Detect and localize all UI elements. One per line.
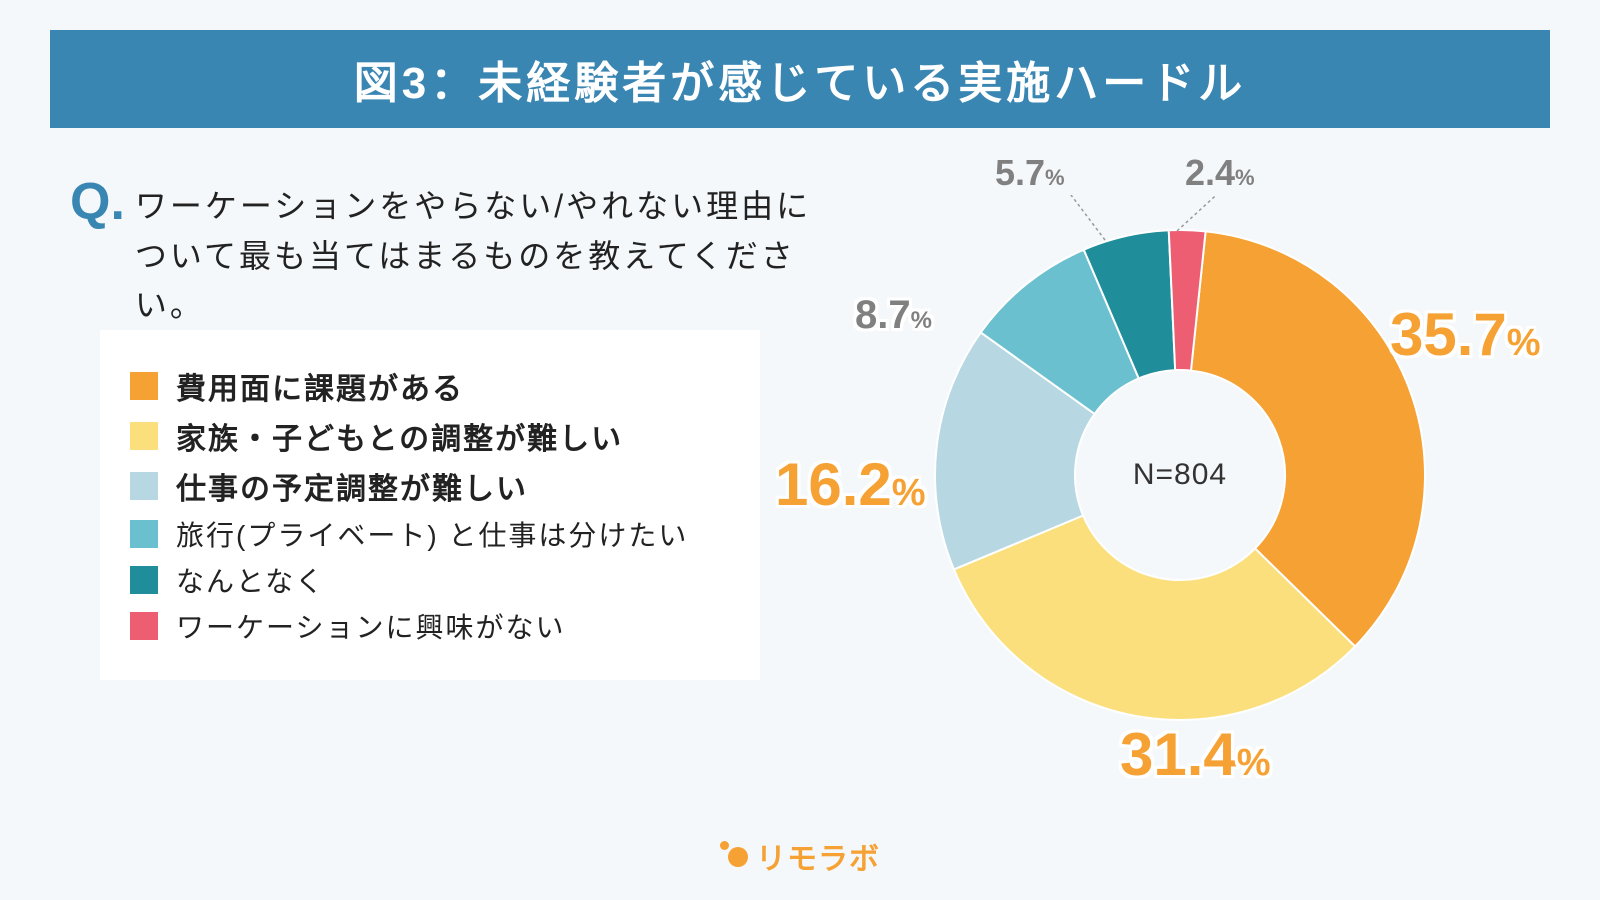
- legend-label: 家族・子どもとの調整が難しい: [176, 414, 623, 458]
- logo-icon: [720, 841, 750, 871]
- leader-line: [1065, 195, 1105, 240]
- donut-chart: N=804 35.7%31.4%16.2%8.7%5.7%2.4%: [900, 195, 1460, 755]
- legend-label: ワーケーションに興味がない: [176, 606, 565, 646]
- legend-item: 費用面に課題がある: [130, 364, 730, 408]
- legend-item: 仕事の予定調整が難しい: [130, 464, 730, 508]
- slice-value-label: 8.7%: [855, 295, 932, 335]
- question-row: Q. ワーケーションをやらない/やれない理由について最も当てはまるものを教えてく…: [70, 176, 830, 331]
- legend-swatch: [130, 612, 158, 640]
- legend-swatch: [130, 372, 158, 400]
- page-title: 図3：未経験者が感じている実施ハードル: [354, 47, 1246, 111]
- legend-item: なんとなく: [130, 560, 730, 600]
- legend-box: 費用面に課題がある家族・子どもとの調整が難しい仕事の予定調整が難しい旅行(プライ…: [100, 330, 760, 680]
- legend-label: なんとなく: [176, 560, 325, 600]
- question-marker: Q.: [70, 176, 125, 228]
- legend-item: ワーケーションに興味がない: [130, 606, 730, 646]
- legend-label: 旅行(プライベート) と仕事は分けたい: [176, 514, 688, 554]
- legend-swatch: [130, 520, 158, 548]
- slice-value-label: 16.2%: [775, 455, 926, 515]
- legend-label: 費用面に課題がある: [176, 364, 464, 408]
- question-text: ワーケーションをやらない/やれない理由について最も当てはまるものを教えてください…: [135, 176, 830, 331]
- footer-logo: リモラボ: [720, 834, 880, 878]
- legend-swatch: [130, 566, 158, 594]
- legend-swatch: [130, 422, 158, 450]
- slice-value-label: 31.4%: [1120, 725, 1271, 785]
- legend-swatch: [130, 472, 158, 500]
- title-bar: 図3：未経験者が感じている実施ハードル: [50, 30, 1550, 128]
- legend-item: 家族・子どもとの調整が難しい: [130, 414, 730, 458]
- slice-value-label: 2.4%: [1185, 155, 1255, 191]
- legend-item: 旅行(プライベート) と仕事は分けたい: [130, 514, 730, 554]
- sample-size-label: N=804: [1133, 458, 1227, 492]
- leader-line: [1177, 195, 1225, 231]
- brand-name: リモラボ: [756, 834, 880, 878]
- legend-label: 仕事の予定調整が難しい: [176, 464, 528, 508]
- slice-value-label: 5.7%: [995, 155, 1065, 191]
- slice-value-label: 35.7%: [1390, 305, 1541, 365]
